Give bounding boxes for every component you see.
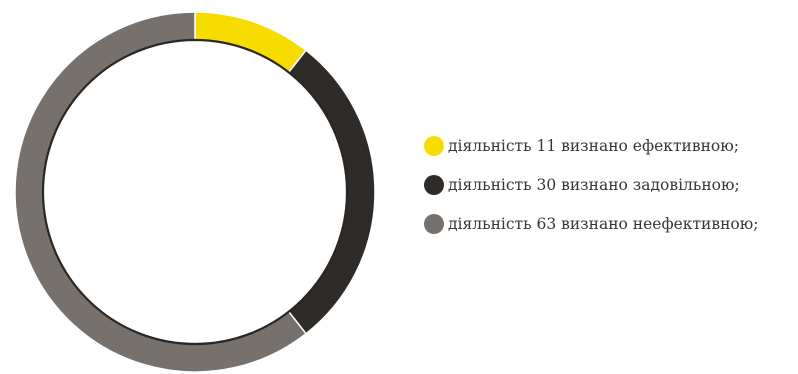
legend-item-ineffective: діяльність 63 визнано неефективною; [424,209,794,239]
legend-label-ineffective: діяльність 63 визнано неефективною; [448,215,759,233]
legend-item-satisfactory: діяльність 30 визнано задовільною; [424,170,794,200]
legend-swatch-satisfactory [424,175,444,195]
legend-swatch-ineffective [424,214,444,234]
legend-label-effective: діяльність 11 визнано ефективною; [448,137,739,155]
legend-swatch-effective [424,136,444,156]
donut-slices [14,11,376,373]
legend-item-effective: діяльність 11 визнано ефективною; [424,131,794,161]
donut-chart [14,11,376,373]
legend: діяльність 11 визнано ефективною; діяльн… [424,131,794,248]
legend-label-satisfactory: діяльність 30 визнано задовільною; [448,176,740,194]
inner-ring-outline [41,38,349,346]
